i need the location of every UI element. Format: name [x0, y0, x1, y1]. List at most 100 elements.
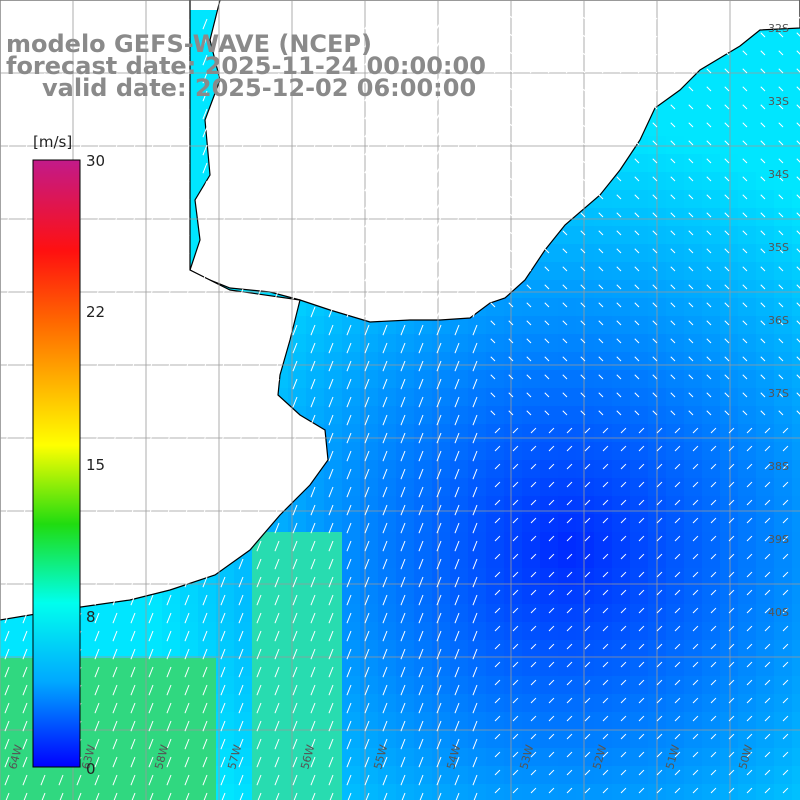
wind-arrow: [202, 540, 208, 552]
wind-arrow: [418, 702, 424, 714]
wind-arrow: [220, 342, 226, 354]
wind-arrow: [256, 594, 262, 606]
wind-arrow: [512, 787, 519, 794]
wind-arrow: [598, 392, 604, 398]
wind-cell: [792, 334, 800, 352]
wind-arrow: [292, 486, 298, 498]
wind-arrow: [346, 216, 352, 228]
wind-arrow: [130, 36, 136, 48]
wind-arrow: [292, 540, 298, 552]
wind-arrow: [40, 774, 46, 786]
wind-arrow: [310, 36, 316, 48]
wind-arrow: [418, 684, 424, 696]
wind-arrow: [526, 122, 532, 128]
wind-arrow: [472, 648, 478, 660]
wind-arrow: [692, 517, 699, 524]
wind-arrow: [346, 360, 352, 372]
wind-arrow: [238, 558, 244, 570]
wind-arrow: [710, 643, 717, 650]
wind-arrow: [602, 787, 609, 794]
wind-arrow: [328, 306, 334, 318]
wind-arrow: [112, 360, 118, 372]
wind-arrow: [328, 432, 334, 444]
wind-arrow: [598, 50, 604, 56]
wind-arrow: [328, 180, 334, 192]
wind-arrow: [148, 198, 154, 210]
wind-arrow: [724, 230, 730, 236]
wind-arrow: [364, 522, 370, 534]
wind-arrow: [454, 216, 460, 228]
wind-arrow: [400, 432, 406, 444]
wind-cell: [522, 784, 540, 800]
wind-arrow: [310, 144, 316, 156]
wind-arrow: [184, 702, 190, 714]
valid-date: valid date: 2025-12-02 06:00:00: [42, 74, 477, 102]
wind-arrow: [742, 194, 748, 200]
wind-arrow: [562, 68, 568, 74]
wind-arrow: [778, 86, 784, 92]
wind-arrow: [256, 180, 262, 192]
wind-arrow: [400, 504, 406, 516]
wind-arrow: [580, 86, 586, 92]
wind-arrow: [688, 86, 694, 92]
wind-arrow: [400, 36, 406, 48]
wind-arrow: [310, 666, 316, 678]
wind-arrow: [418, 576, 424, 588]
wind-arrow: [292, 378, 298, 390]
wind-arrow: [238, 504, 244, 516]
wind-arrow: [764, 787, 771, 794]
wind-arrow: [472, 774, 478, 786]
wind-arrow: [512, 625, 519, 632]
wind-arrow: [580, 338, 586, 344]
longitude-labels: 64W 63W 58W 57W 56W 55W 54W 53W 52W 51W 50W: [6, 743, 755, 771]
wind-arrow: [130, 234, 136, 246]
wind-arrow: [292, 216, 298, 228]
wind-arrow: [310, 558, 316, 570]
wind-arrow: [166, 252, 172, 264]
wind-arrow: [256, 522, 262, 534]
wind-arrow: [688, 356, 694, 362]
wind-arrow: [746, 535, 753, 542]
wind-arrow: [292, 594, 298, 606]
wind-arrow: [652, 374, 658, 380]
wind-arrow: [526, 410, 532, 416]
wind-arrow: [4, 450, 10, 462]
wind-arrow: [274, 702, 280, 714]
wind-arrow: [490, 230, 496, 236]
wind-arrow: [764, 445, 771, 452]
wind-arrow: [311, 792, 316, 800]
wind-cell: [180, 784, 198, 800]
wind-arrow: [670, 374, 676, 380]
wind-arrow: [796, 320, 800, 325]
wind-arrow: [710, 679, 717, 686]
wind-arrow: [746, 553, 753, 560]
wind-arrow: [688, 158, 694, 164]
wind-arrow: [274, 234, 280, 246]
wind-arrow: [472, 666, 478, 678]
wind-arrow: [562, 248, 568, 254]
wind-arrow: [472, 126, 478, 138]
wind-arrow: [670, 86, 676, 92]
wind-arrow: [148, 126, 154, 138]
wind-arrow: [166, 126, 172, 138]
wind-arrow: [166, 666, 172, 678]
wind-arrow: [184, 468, 190, 480]
wind-arrow: [112, 720, 118, 732]
wind-arrow: [328, 72, 334, 84]
colorbar: [32, 159, 81, 768]
wind-arrow: [130, 396, 136, 408]
wind-arrow: [184, 180, 190, 192]
wind-arrow: [670, 50, 676, 56]
wind-arrow: [436, 108, 442, 120]
wind-arrow: [418, 270, 424, 282]
wind-arrow: [58, 36, 64, 48]
wind-arrow: [382, 756, 388, 768]
wind-arrow: [728, 463, 735, 470]
wind-arrow: [620, 481, 627, 488]
wind-arrow: [602, 553, 609, 560]
wind-arrow: [112, 612, 118, 624]
wind-arrow: [778, 302, 784, 308]
wind-arrow: [652, 158, 658, 164]
wind-arrow: [436, 486, 442, 498]
wind-arrow: [292, 72, 298, 84]
